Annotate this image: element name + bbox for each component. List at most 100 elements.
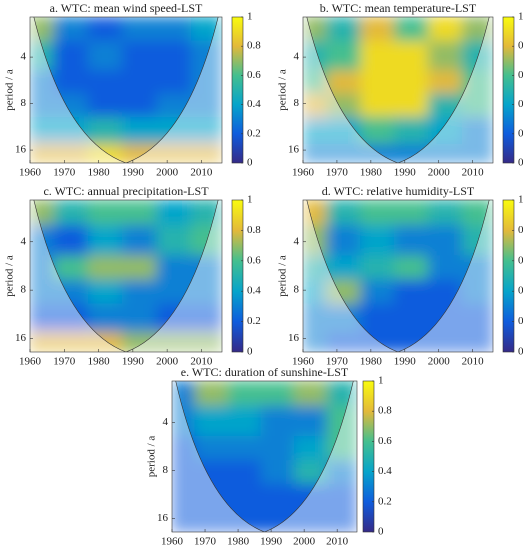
cell	[53, 17, 89, 42]
cell	[122, 303, 158, 334]
cell	[461, 255, 493, 281]
colorbar-tick-label: 0	[518, 346, 523, 358]
cell	[303, 17, 328, 42]
colorbar	[231, 16, 244, 164]
cell	[428, 116, 463, 145]
y-tick-label: 4	[21, 235, 27, 247]
cell	[156, 255, 192, 281]
y-axis-label: period / a	[277, 69, 289, 111]
cell	[260, 484, 295, 514]
cell	[190, 17, 222, 42]
cell	[260, 405, 295, 438]
cell	[394, 116, 430, 145]
cell	[326, 512, 357, 532]
x-tick-label: 1960	[292, 356, 315, 368]
cell	[30, 143, 55, 163]
colorbar	[362, 380, 375, 533]
coi-shade	[30, 17, 222, 163]
cell	[122, 70, 158, 95]
cell	[156, 224, 192, 257]
cell	[394, 279, 430, 305]
cell	[461, 143, 493, 163]
panel: c. WTC: annual precipitation-LST 1960 1970…	[4, 184, 262, 368]
cell	[87, 332, 124, 352]
cell	[190, 200, 222, 226]
x-tick-label: 1990	[394, 356, 417, 368]
cell	[303, 200, 328, 226]
x-tick-label: 1970	[194, 536, 217, 548]
plot-frame	[171, 380, 358, 533]
y-axis-label: period / a	[277, 255, 289, 297]
colorbar-tick-label: 0.8	[247, 40, 261, 52]
cell	[326, 200, 362, 226]
cell	[303, 143, 328, 163]
cell	[360, 116, 396, 145]
cell	[87, 116, 124, 145]
colorbar-tick-label: 0.8	[518, 224, 523, 236]
plot-frame	[29, 199, 223, 353]
panel: b. WTC: mean temperature-LST 1960 1970 1980…	[277, 1, 523, 179]
cell	[122, 332, 158, 352]
coi-line	[175, 381, 354, 532]
cell	[360, 70, 396, 95]
panel-title: e. WTC: duration of sunshine-LST	[181, 365, 349, 379]
cell	[326, 405, 357, 438]
x-tick-label: 1990	[122, 167, 145, 179]
cell	[30, 279, 55, 305]
cell	[461, 303, 493, 334]
cell	[190, 70, 222, 95]
cell	[227, 512, 262, 532]
cell	[260, 460, 295, 486]
x-tick-label: 2000	[428, 356, 451, 368]
field	[172, 381, 357, 532]
cell	[293, 381, 328, 407]
cell	[122, 255, 158, 281]
cell	[394, 17, 430, 42]
field	[303, 200, 493, 352]
cell	[87, 303, 124, 334]
coi-shade	[303, 200, 493, 352]
coi-shade	[303, 17, 493, 163]
plot-frame	[29, 16, 223, 164]
cell	[360, 303, 396, 334]
panel: a. WTC: mean wind speed-LST 1960 1970 1980 1…	[4, 1, 262, 179]
coi-line	[306, 17, 490, 163]
y-tick-label: 8	[294, 284, 300, 296]
cell	[172, 436, 196, 462]
cell	[227, 484, 262, 514]
cell	[172, 484, 196, 514]
cell	[87, 200, 124, 226]
cell	[293, 405, 328, 438]
cell	[303, 332, 328, 352]
colorbar-tick-label: 0.6	[378, 435, 392, 447]
cell	[87, 279, 124, 305]
y-tick-label: 4	[294, 235, 300, 247]
y-tick-label: 8	[21, 284, 27, 296]
cell	[326, 460, 357, 486]
x-tick-label: 2010	[190, 356, 213, 368]
cell	[156, 303, 192, 334]
cell	[122, 200, 158, 226]
coi-line	[33, 17, 219, 163]
field	[30, 17, 222, 163]
x-tick-label: 1970	[53, 356, 76, 368]
cell	[227, 460, 262, 486]
y-tick-label: 16	[15, 332, 27, 344]
panel: e. WTC: duration of sunshine-LST 1960 1970…	[146, 365, 393, 548]
x-tick-label: 1980	[227, 536, 250, 548]
cell	[30, 255, 55, 281]
x-tick-label: 1990	[394, 167, 417, 179]
cell	[394, 143, 430, 163]
cell	[394, 40, 430, 72]
cell	[53, 224, 89, 257]
cell	[360, 279, 396, 305]
cell	[190, 224, 222, 257]
colorbar-tick-label: 0.2	[247, 127, 261, 139]
x-tick-label: 2000	[293, 536, 316, 548]
x-tick-label: 2000	[156, 356, 179, 368]
cell	[53, 40, 89, 72]
cell	[172, 460, 196, 486]
cell	[190, 93, 222, 118]
coi-shade	[172, 381, 357, 532]
colorbar-tick-label: 0	[247, 346, 253, 358]
